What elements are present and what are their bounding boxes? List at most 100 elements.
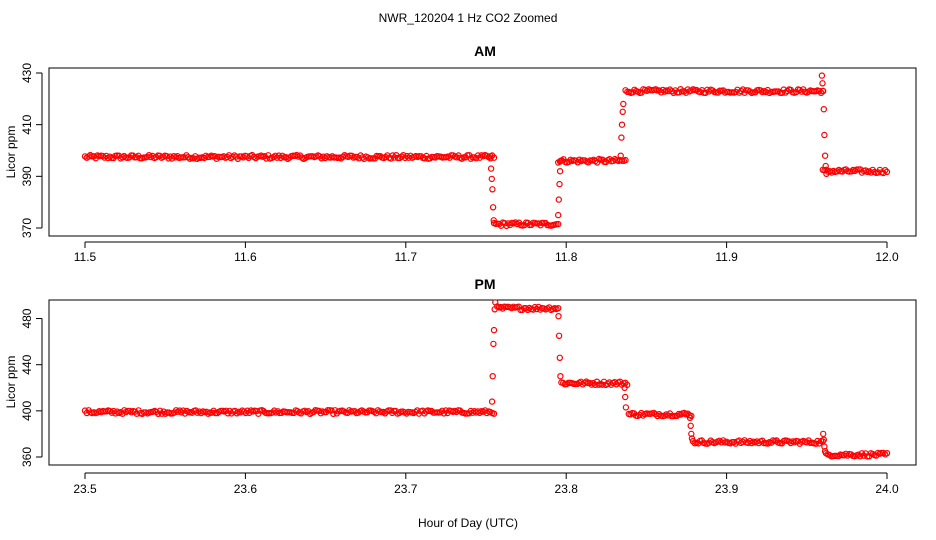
data-point: [764, 440, 771, 447]
data-point: [490, 154, 498, 161]
x-tick-label: 11.7: [395, 250, 418, 264]
x-axis-am: 11.5 11.6 11.7 11.8 11.9 12.0: [74, 241, 899, 264]
x-tick-label: 23.5: [73, 482, 97, 496]
data-point: [778, 89, 786, 97]
data-point: [555, 196, 563, 203]
y-tick-label: 410: [20, 114, 34, 134]
x-tick-label: 11.9: [715, 250, 738, 264]
y-tick-label: 430: [20, 63, 34, 83]
data-point: [583, 378, 590, 385]
data-point: [557, 373, 564, 380]
data-point: [401, 154, 409, 162]
points-am: [81, 72, 891, 230]
data-point: [555, 332, 563, 339]
data-point: [787, 439, 795, 447]
x-tick-label: 11.6: [234, 250, 257, 264]
x-tick-label: 23.7: [394, 482, 418, 496]
data-point: [476, 409, 483, 416]
y-tick-label: 390: [20, 166, 34, 186]
data-point: [491, 306, 498, 313]
data-point: [622, 404, 630, 411]
x-tick-label: 11.8: [555, 250, 578, 264]
data-point: [165, 155, 172, 162]
x-tick-label: 24.0: [875, 482, 899, 496]
data-point: [622, 87, 629, 94]
x-tick-label: 11.5: [74, 250, 97, 264]
data-point: [492, 299, 499, 306]
data-point: [883, 168, 891, 176]
data-point: [818, 72, 826, 79]
data-point: [176, 407, 183, 414]
data-point: [555, 220, 562, 228]
data-point: [617, 152, 624, 159]
data-point: [490, 326, 498, 334]
data-point: [488, 175, 495, 183]
panel-am: AM Licor ppm 11.5 11.6 11.7 11.8 11.9 12.0 37…: [4, 43, 917, 264]
data-point: [816, 87, 823, 95]
data-point: [337, 155, 345, 162]
data-point: [555, 211, 562, 219]
data-point: [618, 121, 626, 128]
data-point: [487, 155, 494, 162]
y-tick-label: 360: [20, 447, 34, 467]
data-point: [499, 305, 506, 312]
data-point: [822, 162, 829, 170]
x-tick-label: 23.9: [715, 482, 739, 496]
data-point: [330, 410, 337, 417]
data-point: [618, 134, 625, 141]
data-point: [883, 450, 891, 457]
y-axis-pm: 360 400 440 480: [20, 308, 43, 467]
data-point: [556, 167, 564, 175]
data-point: [820, 430, 827, 438]
data-point: [621, 384, 628, 391]
figure-title: NWR_120204 1 Hz CO2 Zoomed: [379, 11, 558, 25]
y-axis-am: 370 390 410 430: [20, 63, 43, 238]
data-point: [757, 87, 764, 94]
data-point: [848, 168, 855, 175]
plot-area-pm: [48, 299, 917, 466]
data-point: [106, 407, 114, 415]
data-point: [555, 313, 562, 320]
y-tick-label: 370: [20, 218, 34, 238]
data-point: [489, 373, 496, 380]
data-point: [487, 165, 495, 172]
data-point: [796, 86, 803, 94]
data-point: [488, 398, 496, 405]
data-point: [556, 354, 564, 361]
data-point: [823, 170, 830, 177]
data-point: [586, 379, 594, 387]
data-point: [686, 414, 694, 421]
y-tick-label: 480: [20, 308, 34, 328]
data-point: [821, 152, 829, 159]
data-point: [490, 217, 497, 224]
x-tick-label: 12.0: [875, 250, 899, 264]
y-axis-label-am: Licor ppm: [4, 126, 18, 179]
data-point: [557, 157, 564, 164]
data-point: [782, 89, 789, 96]
data-point: [490, 340, 497, 348]
data-point: [820, 436, 828, 443]
data-point: [882, 166, 889, 174]
y-tick-label: 400: [20, 401, 34, 421]
points-pm: [81, 299, 891, 460]
data-point: [673, 412, 681, 419]
y-tick-label: 440: [20, 354, 34, 374]
data-point: [622, 393, 629, 401]
data-point: [819, 80, 826, 87]
data-point: [821, 131, 828, 139]
data-point: [555, 305, 562, 312]
data-point: [489, 204, 497, 211]
data-point: [119, 410, 126, 417]
data-point: [512, 219, 519, 226]
data-point: [328, 407, 335, 414]
plot-area-am: [48, 67, 917, 237]
data-point: [489, 186, 496, 193]
data-point: [682, 89, 690, 96]
data-point: [556, 180, 563, 188]
panel-title-am: AM: [474, 43, 496, 59]
data-point: [820, 87, 827, 95]
panel-title-pm: PM: [475, 276, 496, 292]
x-tick-label: 23.8: [555, 482, 579, 496]
data-point: [318, 155, 325, 162]
